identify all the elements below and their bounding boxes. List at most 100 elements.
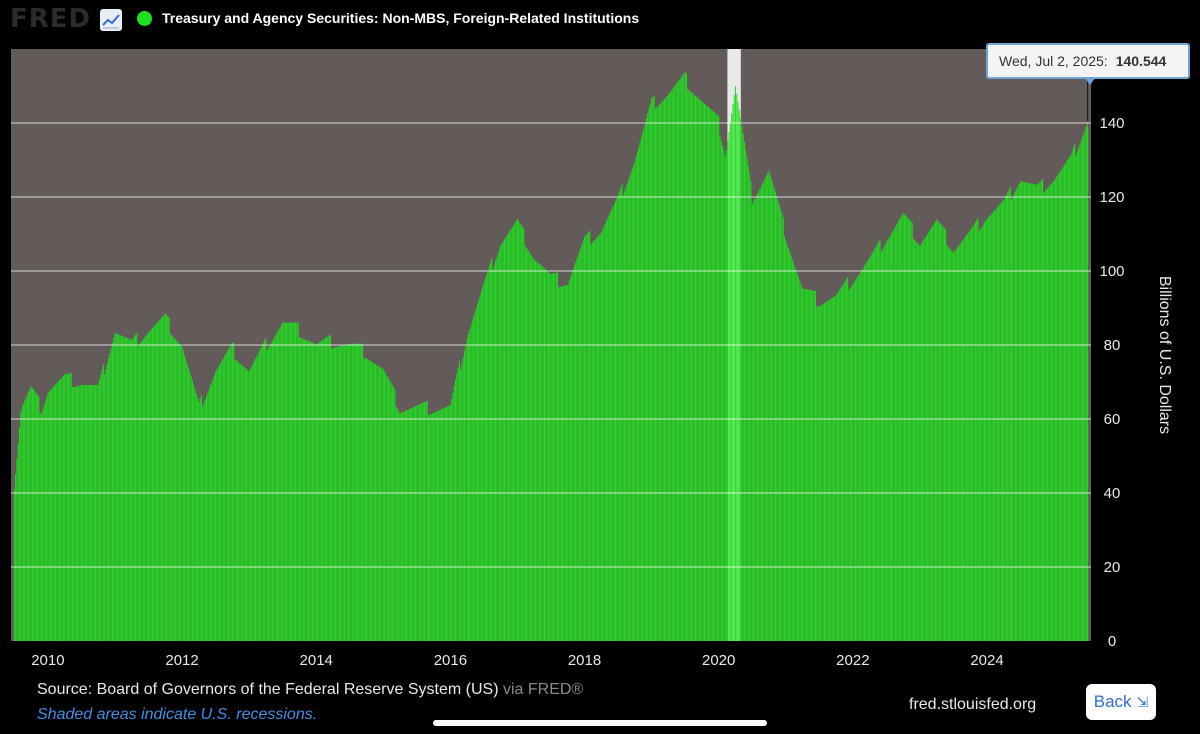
data-bar xyxy=(266,350,268,641)
data-bar xyxy=(562,286,564,641)
data-bar xyxy=(184,355,186,641)
data-bar xyxy=(449,405,451,641)
data-bar xyxy=(1002,201,1004,642)
data-bar xyxy=(277,331,279,641)
recession-note[interactable]: Shaded areas indicate U.S. recessions. xyxy=(37,706,318,723)
data-bar xyxy=(546,270,548,641)
data-bar xyxy=(300,337,302,641)
data-bar xyxy=(578,251,580,641)
data-bar xyxy=(222,358,224,641)
data-bar xyxy=(550,273,552,641)
data-bar xyxy=(128,338,130,641)
data-bar xyxy=(447,406,449,641)
data-bar xyxy=(438,410,440,641)
data-bar xyxy=(189,372,191,641)
data-bar xyxy=(249,368,251,641)
data-bar xyxy=(100,374,102,641)
data-bar xyxy=(111,343,113,641)
data-bar xyxy=(186,363,188,641)
data-bar xyxy=(878,241,880,642)
data-bar xyxy=(466,338,468,641)
data-bar xyxy=(533,259,535,641)
data-bar xyxy=(812,290,814,641)
data-bar xyxy=(199,398,201,641)
x-tick-label: 2012 xyxy=(165,652,198,669)
data-bar xyxy=(175,339,177,641)
data-bar xyxy=(982,224,984,641)
data-bar xyxy=(998,205,1000,641)
data-bar xyxy=(115,333,117,641)
data-bar xyxy=(794,266,796,641)
data-bar xyxy=(666,95,668,641)
data-bar xyxy=(963,238,965,641)
data-bar xyxy=(1084,129,1086,641)
data-bar xyxy=(182,350,184,641)
data-bar xyxy=(446,406,448,641)
data-bar xyxy=(870,255,872,641)
data-bar xyxy=(918,244,920,641)
data-bar xyxy=(661,101,663,642)
data-bar xyxy=(840,287,842,641)
data-bar xyxy=(360,343,362,641)
data-bar xyxy=(439,409,441,641)
data-bar xyxy=(363,358,365,641)
data-bar xyxy=(768,170,770,641)
data-bar xyxy=(145,335,147,641)
data-bar xyxy=(367,359,369,641)
data-bar xyxy=(640,137,642,641)
data-bar xyxy=(569,277,571,641)
data-bar xyxy=(680,77,682,641)
data-bar xyxy=(332,347,334,641)
data-bar xyxy=(694,95,696,641)
data-bar xyxy=(599,233,601,641)
data-bar xyxy=(109,353,111,641)
data-bar xyxy=(295,322,297,641)
data-bar xyxy=(651,98,653,641)
data-bar xyxy=(178,343,180,641)
data-bar xyxy=(141,340,143,641)
data-bar xyxy=(193,384,195,641)
data-bar xyxy=(1036,184,1038,641)
data-bar xyxy=(800,284,802,641)
data-bar xyxy=(1062,166,1064,641)
home-indicator[interactable] xyxy=(433,720,767,726)
data-bar xyxy=(940,223,942,641)
data-bar xyxy=(563,285,565,641)
data-bar xyxy=(29,388,31,641)
x-tick-label: 2016 xyxy=(434,652,467,669)
data-bar xyxy=(387,378,389,641)
data-bar xyxy=(856,277,858,641)
data-bar xyxy=(417,405,419,641)
data-bar xyxy=(642,132,644,641)
site-url[interactable]: fred.stlouisfed.org xyxy=(909,696,1037,713)
back-button[interactable]: Back ⇲ xyxy=(1086,684,1156,720)
data-bar xyxy=(227,348,229,641)
data-bar xyxy=(580,247,582,642)
data-bar xyxy=(1022,181,1024,641)
data-bar xyxy=(609,212,611,641)
data-bar xyxy=(79,385,81,641)
data-bar xyxy=(990,214,992,641)
data-bar xyxy=(900,217,902,641)
data-bar xyxy=(626,183,628,641)
collapse-arrows-icon: ⇲ xyxy=(1136,693,1149,710)
data-bar xyxy=(923,239,925,641)
data-bar xyxy=(560,286,562,641)
data-bar xyxy=(1009,187,1011,641)
data-bar xyxy=(883,247,885,641)
data-bar xyxy=(825,302,827,641)
data-bar xyxy=(741,125,743,641)
data-bar xyxy=(1061,168,1063,641)
data-bar xyxy=(577,255,579,641)
data-bar xyxy=(77,386,79,641)
line-graph-icon[interactable] xyxy=(100,9,122,31)
data-bar xyxy=(149,330,151,641)
data-bar xyxy=(937,221,939,642)
data-bar xyxy=(310,342,312,641)
data-bar xyxy=(518,221,520,641)
data-bar xyxy=(536,261,538,641)
data-bar xyxy=(484,278,486,641)
data-bar xyxy=(1083,133,1085,641)
data-bar xyxy=(62,375,64,641)
